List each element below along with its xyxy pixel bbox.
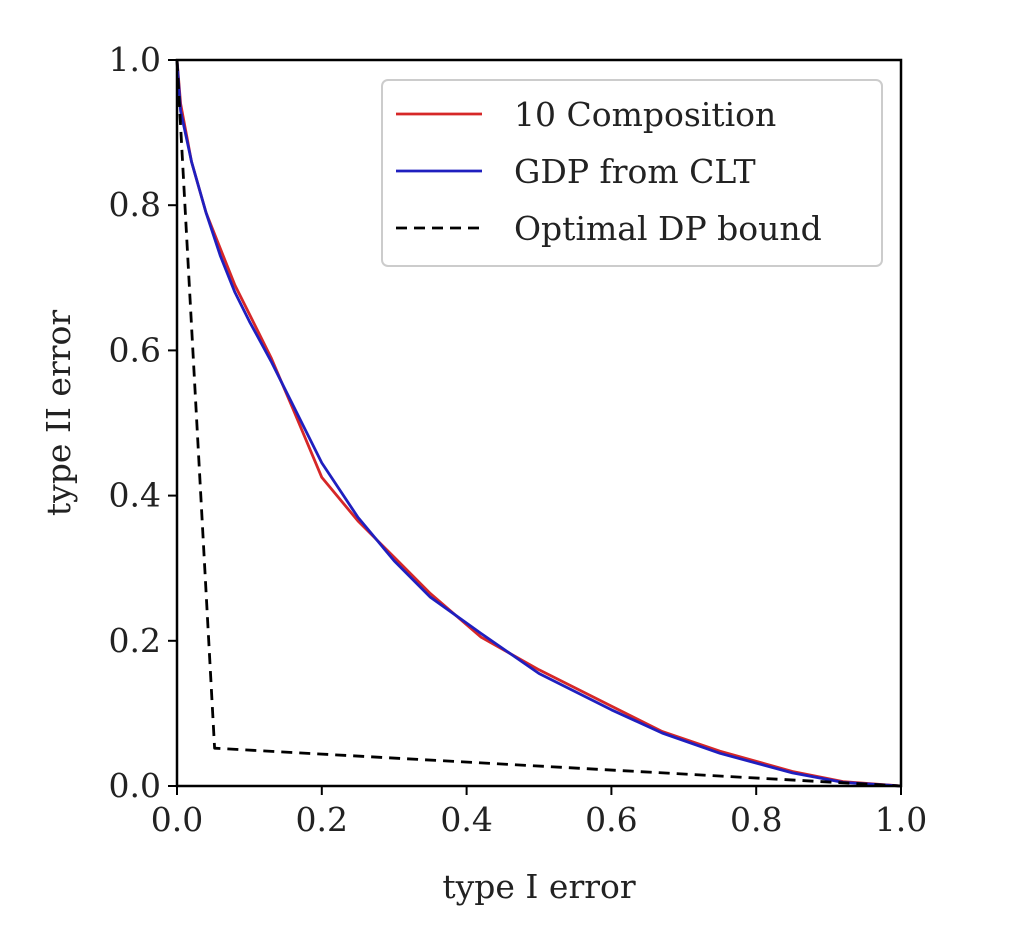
y-axis: 0.0 0.2 0.4 0.6 0.8 1.0 — [109, 40, 177, 805]
x-tick-label: 0.8 — [730, 800, 782, 839]
y-tick-label: 0.4 — [109, 476, 161, 515]
y-tick-label: 1.0 — [109, 40, 161, 79]
x-tick-label: 0.2 — [296, 800, 348, 839]
legend-label: Optimal DP bound — [514, 209, 822, 248]
y-tick-label: 0.6 — [109, 330, 161, 369]
legend-label: 10 Composition — [514, 95, 776, 134]
y-tick-label: 0.2 — [109, 621, 161, 660]
y-tick-label: 0.8 — [109, 185, 161, 224]
series-layer — [175, 59, 902, 788]
legend-label: GDP from CLT — [514, 152, 756, 191]
legend-box — [381, 79, 883, 267]
series-line-optimal-dp-bound — [175, 59, 902, 788]
x-tick-label: 0.6 — [585, 800, 637, 839]
y-tick-label: 0.0 — [109, 766, 161, 805]
legend: 10 Composition GDP from CLT Optimal DP bou… — [381, 79, 883, 267]
plot-frame — [175, 58, 903, 788]
x-tick-label: 0.0 — [151, 800, 203, 839]
x-axis: 0.0 0.2 0.4 0.6 0.8 1.0 — [151, 786, 927, 839]
series-line-gdp-from-clt — [175, 59, 902, 788]
y-axis-title: type II error — [39, 310, 78, 517]
x-tick-label: 1.0 — [875, 800, 927, 839]
x-tick-label: 0.4 — [440, 800, 492, 839]
x-axis-title: type I error — [442, 867, 636, 906]
